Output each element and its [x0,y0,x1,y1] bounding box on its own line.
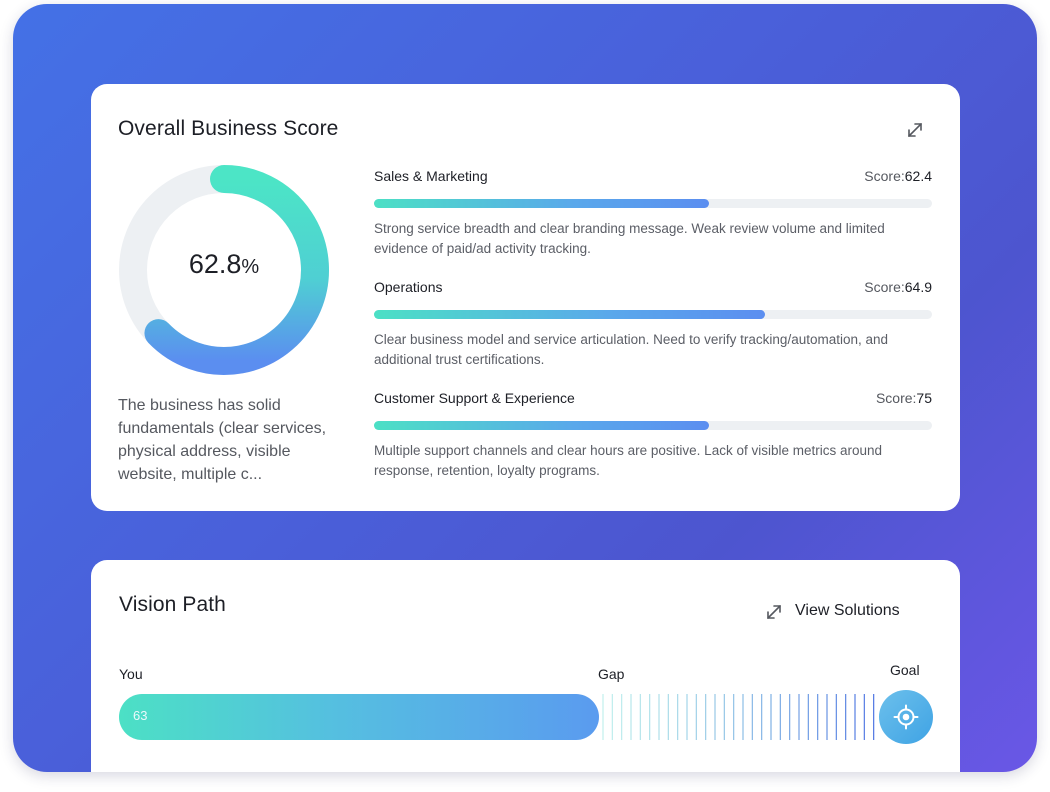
score-donut-chart [119,165,329,375]
donut-center-value: 62.8% [118,249,330,280]
metric-description: Strong service breadth and clear brandin… [374,221,885,256]
gap-stripes [602,694,875,740]
metric-score: Score:75 [876,390,932,406]
target-icon [893,704,919,730]
score-label: Score: [875,390,917,406]
expand-icon [767,605,781,619]
goal-label: Goal [890,662,920,678]
metric-progress-fill [374,199,709,208]
metric-name: Sales & Marketing [374,168,488,184]
goal-target-button[interactable] [879,690,933,744]
score-card-title: Overall Business Score [118,117,339,140]
metric-operations: Operations Score:64.9 Clear business mod… [374,279,932,370]
metric-description: Clear business model and service articul… [374,332,889,367]
metric-name: Customer Support & Experience [374,390,575,406]
metric-progress-fill [374,310,765,319]
score-value: 75 [916,390,932,406]
score-value: 62.4 [904,168,932,184]
score-summary-text: The business has solid fundamentals (cle… [118,397,327,483]
metric-score: Score:62.4 [864,168,932,184]
view-solutions-label: View Solutions [795,602,900,619]
business-score-card: Overall Business Score 62.8% The busines… [91,84,960,511]
metric-progress-track [374,199,932,208]
metric-customer-support: Customer Support & Experience Score:75 M… [374,390,932,481]
you-label: You [119,666,143,682]
metric-description: Multiple support channels and clear hour… [374,443,883,478]
score-value: 64.9 [904,279,932,295]
metric-progress-track [374,421,932,430]
current-progress-bar: 63 [119,694,599,740]
gap-label: Gap [598,666,625,682]
score-label: Score: [864,279,905,295]
metric-name: Operations [374,279,443,295]
current-value: 63 [133,708,148,723]
overall-score-value: 62.8 [188,249,242,279]
expand-icon[interactable] [906,121,924,139]
metric-progress-fill [374,421,709,430]
percent-symbol: % [241,256,260,278]
metric-score: Score:64.9 [864,279,932,295]
vision-path-card: Vision Path View Solutions You Gap Goal … [91,560,960,772]
metric-progress-track [374,310,932,319]
vision-card-title: Vision Path [119,593,226,616]
score-label: Score: [864,168,905,184]
donut-progress-arc [144,165,329,375]
metric-sales-marketing: Sales & Marketing Score:62.4 Strong serv… [374,168,932,259]
background-frame: Overall Business Score 62.8% The busines… [13,4,1037,772]
